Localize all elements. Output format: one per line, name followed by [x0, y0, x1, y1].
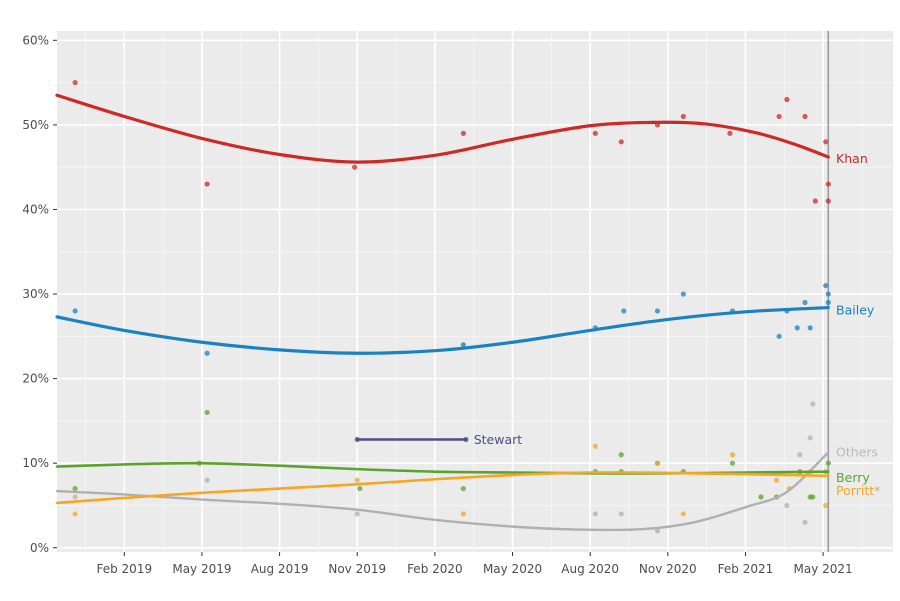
poll-point-bailey: [204, 350, 210, 356]
poll-point-porritt: [354, 477, 360, 483]
series-label-porritt: Porritt*: [836, 483, 880, 498]
poll-point-khan: [802, 113, 808, 120]
poll-point-others: [807, 435, 813, 441]
poll-point-berry: [204, 409, 210, 416]
poll-point-berry: [72, 485, 78, 492]
poll-point-bailey: [802, 299, 808, 306]
poll-point-berry: [758, 494, 764, 500]
poll-point-others: [72, 494, 78, 500]
poll-point-others: [810, 401, 816, 407]
trend-line-bailey: [55, 305, 830, 355]
poll-point-khan: [592, 130, 598, 136]
poll-point-khan: [460, 130, 466, 136]
poll-point-bailey: [621, 308, 627, 314]
x-tick-label: Nov 2019: [328, 562, 386, 576]
poll-point-bailey: [654, 308, 661, 314]
poll-point-porritt: [592, 443, 598, 449]
poll-point-khan: [204, 181, 210, 187]
poll-point-porritt: [654, 460, 661, 466]
y-tick-label: 30%: [22, 287, 49, 301]
poll-point-others: [204, 477, 210, 483]
poll-point-bailey: [807, 325, 813, 331]
poll-point-khan: [618, 139, 624, 145]
trend-line-porritt: [55, 471, 830, 505]
poll-point-khan: [825, 181, 831, 187]
y-tick-label: 40%: [22, 202, 49, 216]
poll-point-others: [618, 511, 624, 517]
poll-point-khan: [72, 79, 78, 86]
x-tick-label: May 2021: [794, 562, 853, 576]
trend-line-others: [55, 450, 830, 532]
poll-point-others: [592, 511, 598, 517]
y-tick-label: 0%: [30, 541, 49, 555]
x-tick-label: Feb 2020: [407, 562, 463, 576]
poll-point-berry: [357, 485, 363, 492]
series-label-berry: Berry: [836, 470, 870, 485]
poll-point-others: [797, 452, 803, 458]
x-tick-label: Aug 2019: [251, 562, 309, 576]
poll-point-berry: [729, 460, 736, 466]
y-tick-label: 20%: [22, 372, 49, 386]
y-tick-label: 60%: [22, 33, 49, 47]
series-label-stewart: Stewart: [474, 432, 523, 447]
poll-point-porritt: [823, 502, 829, 509]
y-tick-label: 10%: [22, 456, 49, 470]
series-label-others: Others: [836, 445, 878, 460]
trend-line-khan: [55, 93, 830, 164]
poll-point-bailey: [680, 291, 686, 297]
series-label-khan: Khan: [836, 151, 868, 166]
poll-point-bailey: [825, 299, 831, 306]
poll-point-khan: [776, 113, 782, 120]
poll-point-bailey: [825, 291, 831, 297]
poll-point-khan: [680, 113, 686, 120]
poll-point-berry: [810, 494, 816, 500]
poll-point-porritt: [460, 511, 466, 517]
poll-point-others: [654, 528, 661, 534]
poll-point-khan: [823, 139, 829, 145]
plot-panel-background: [57, 31, 893, 552]
x-tick-label: Feb 2019: [96, 562, 152, 576]
poll-point-bailey: [794, 325, 800, 331]
x-tick-label: Aug 2020: [561, 562, 619, 576]
poll-point-berry: [825, 460, 831, 466]
poll-point-porritt: [72, 511, 78, 517]
poll-point-berry: [618, 452, 624, 458]
poll-point-bailey: [823, 282, 829, 289]
poll-point-others: [784, 502, 790, 509]
poll-point-khan: [784, 96, 790, 103]
poll-point-porritt: [729, 452, 736, 458]
poll-point-khan: [352, 164, 358, 170]
poll-point-porritt: [773, 477, 780, 483]
poll-point-bailey: [72, 308, 78, 314]
x-tick-label: Feb 2021: [718, 562, 774, 576]
poll-point-others: [802, 519, 808, 525]
poll-point-porritt: [680, 511, 686, 517]
poll-point-khan: [825, 198, 831, 204]
poll-point-bailey: [460, 342, 466, 348]
series-label-bailey: Bailey: [836, 303, 875, 318]
poll-point-bailey: [776, 333, 782, 339]
poll-point-khan: [812, 198, 818, 204]
x-tick-label: Nov 2020: [639, 562, 697, 576]
x-tick-label: May 2020: [483, 562, 542, 576]
poll-point-others: [354, 511, 360, 517]
poll-point-khan: [727, 130, 733, 136]
x-tick-label: May 2019: [172, 562, 231, 576]
y-tick-label: 50%: [22, 118, 49, 132]
poll-point-berry: [460, 485, 466, 492]
